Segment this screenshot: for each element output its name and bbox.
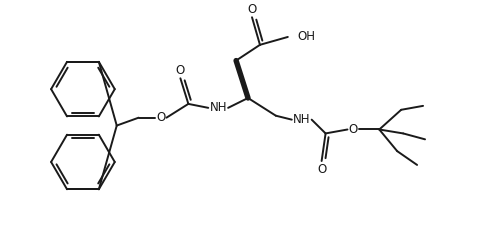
Text: NH: NH	[293, 113, 310, 126]
Text: O: O	[317, 163, 326, 176]
Text: OH: OH	[298, 30, 316, 44]
Text: O: O	[349, 123, 358, 136]
Text: O: O	[247, 3, 257, 16]
Text: O: O	[176, 64, 185, 77]
Text: NH: NH	[210, 101, 227, 114]
Text: O: O	[156, 111, 165, 124]
